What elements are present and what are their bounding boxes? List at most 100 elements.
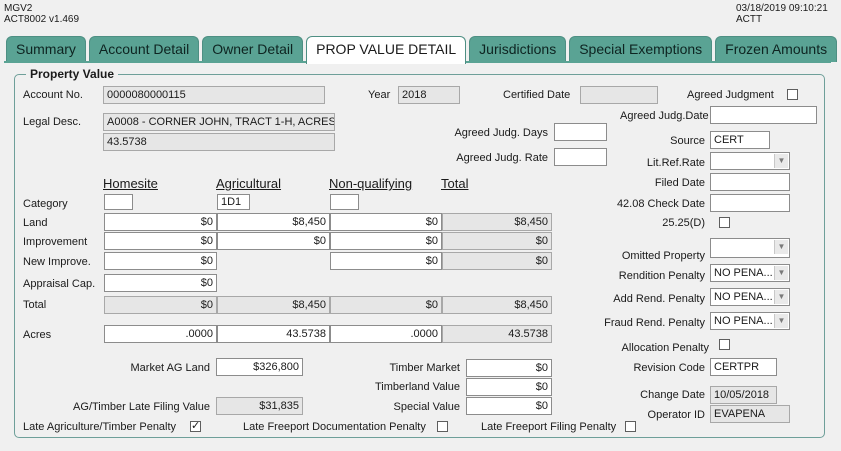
change-date-label: Change Date [640,389,705,401]
timber-market-label: Timber Market [389,362,461,374]
late-freeport-doc-checkbox[interactable] [437,421,448,432]
col-total: Total [441,176,469,191]
chevron-down-icon[interactable]: ▼ [774,290,788,304]
special-value-field[interactable]: $0 [466,397,552,415]
land-homesite[interactable]: $0 [104,213,217,231]
new-improve-label: New Improve. [23,256,91,268]
allocation-penalty-label: Allocation Penalty [621,342,709,354]
certified-date-label: Certified Date [503,89,571,101]
market-ag-land-field[interactable]: $326,800 [216,358,303,376]
fraud-rend-penalty-label: Fraud Rend. Penalty [604,317,705,329]
d2525-label: 25.25(D) [662,217,705,229]
chevron-down-icon[interactable]: ▼ [774,154,788,168]
total-label: Total [23,299,47,311]
special-value-label: Special Value [393,401,460,413]
source-field[interactable]: CERT [710,131,770,149]
agreed-judg-days-field[interactable] [554,123,607,141]
acres-agricultural[interactable]: 43.5738 [217,325,330,343]
account-field[interactable]: 0000080000115 [103,86,325,104]
filed-date-field[interactable] [710,173,790,191]
tab-summary[interactable]: Summary [6,36,86,62]
allocation-penalty-checkbox[interactable] [719,339,730,350]
revision-code-label: Revision Code [633,362,705,374]
acres-nonqual[interactable]: .0000 [330,325,442,343]
add-rend-penalty-value: NO PENA... [714,291,773,303]
tab-frozen-amounts[interactable]: Frozen Amounts [715,36,838,62]
legal-desc-line1[interactable]: A0008 - CORNER JOHN, TRACT 1-H, ACRES [103,113,335,131]
chevron-down-icon[interactable]: ▼ [774,266,788,280]
acres-homesite[interactable]: .0000 [104,325,217,343]
land-agricultural[interactable]: $8,450 [217,213,330,231]
tab-prop-value-detail[interactable]: PROP VALUE DETAIL [306,36,467,64]
timber-market-field[interactable]: $0 [466,359,552,377]
lit-ref-rate-label: Lit.Ref.Rate [646,157,705,169]
fraud-rend-penalty-select[interactable]: NO PENA... ▼ [710,312,790,330]
chevron-down-icon[interactable]: ▼ [774,314,788,328]
revision-code-field[interactable]: CERTPR [710,358,777,376]
check-date-label: 42.08 Check Date [616,198,705,210]
year-label: Year [368,89,391,101]
check-date-field[interactable] [710,194,790,212]
tab-account-detail[interactable]: Account Detail [88,36,200,62]
user-id: ACTT [736,14,763,25]
new-improve-total: $0 [442,252,552,270]
operator-id-label: Operator ID [647,409,705,421]
tab-bar: Summary Account Detail Owner Detail PROP… [6,36,838,64]
category-nonqual[interactable] [330,194,359,210]
col-agricultural: Agricultural [216,176,282,191]
tab-jurisdictions[interactable]: Jurisdictions [469,36,567,62]
operator-id-field: EVAPENA [710,405,790,423]
late-ag-penalty-checkbox[interactable]: ✓ [190,420,201,432]
chevron-down-icon[interactable]: ▼ [774,240,788,254]
fraud-rend-penalty-value: NO PENA... [714,315,773,327]
certified-date-field[interactable] [580,86,658,104]
tab-special-exemptions[interactable]: Special Exemptions [569,36,713,62]
total-total: $8,450 [442,296,552,314]
agreed-judg-rate-field[interactable] [554,148,607,166]
d2525-checkbox[interactable] [719,217,730,228]
improvement-label: Improvement [23,236,88,248]
appraisal-cap-homesite[interactable]: $0 [104,274,217,292]
late-freeport-filing-label: Late Freeport Filing Penalty [481,421,617,433]
acres-total: 43.5738 [442,325,552,343]
legal-desc-label: Legal Desc. [23,116,82,128]
improvement-homesite[interactable]: $0 [104,232,217,250]
add-rend-penalty-select[interactable]: NO PENA... ▼ [710,288,790,306]
improvement-nonqual[interactable]: $0 [330,232,442,250]
late-freeport-filing-checkbox[interactable] [625,421,636,432]
category-agricultural[interactable]: 1D1 [217,194,250,210]
category-homesite[interactable] [104,194,133,210]
timberland-value-field[interactable]: $0 [466,378,552,396]
improvement-total: $0 [442,232,552,250]
source-label: Source [670,135,705,147]
agreed-judgment-checkbox[interactable] [787,89,798,100]
ag-timber-late-field: $31,835 [216,397,303,415]
late-freeport-doc-label: Late Freeport Documentation Penalty [243,421,426,433]
property-value-group [14,74,825,438]
acres-label: Acres [23,329,52,341]
omitted-property-label: Omitted Property [621,250,705,262]
new-improve-homesite[interactable]: $0 [104,252,217,270]
lit-ref-rate-select[interactable]: ▼ [710,152,790,170]
new-improve-nonqual[interactable]: $0 [330,252,442,270]
rendition-penalty-label: Rendition Penalty [618,270,705,282]
improvement-agricultural[interactable]: $0 [217,232,330,250]
col-homesite: Homesite [103,176,158,191]
change-date-field: 10/05/2018 [710,386,777,404]
legal-desc-line2[interactable]: 43.5738 [103,133,335,151]
ag-timber-late-label: AG/Timber Late Filing Value [73,401,210,413]
col-nonqualifying: Non-qualifying [329,176,413,191]
agreed-judg-date-field[interactable] [710,106,817,124]
filed-date-label: Filed Date [654,177,705,189]
land-nonqual[interactable]: $0 [330,213,442,231]
rendition-penalty-select[interactable]: NO PENA... ▼ [710,264,790,282]
agreed-judg-rate-label: Agreed Judg. Rate [456,152,548,164]
market-ag-land-label: Market AG Land [130,362,211,374]
appraisal-cap-label: Appraisal Cap. [23,278,96,290]
year-field[interactable]: 2018 [398,86,460,104]
tab-owner-detail[interactable]: Owner Detail [202,36,304,62]
rendition-penalty-value: NO PENA... [714,267,773,279]
omitted-property-select[interactable]: ▼ [710,238,790,258]
category-label: Category [23,198,68,210]
late-ag-penalty-label: Late Agriculture/Timber Penalty [23,421,177,433]
